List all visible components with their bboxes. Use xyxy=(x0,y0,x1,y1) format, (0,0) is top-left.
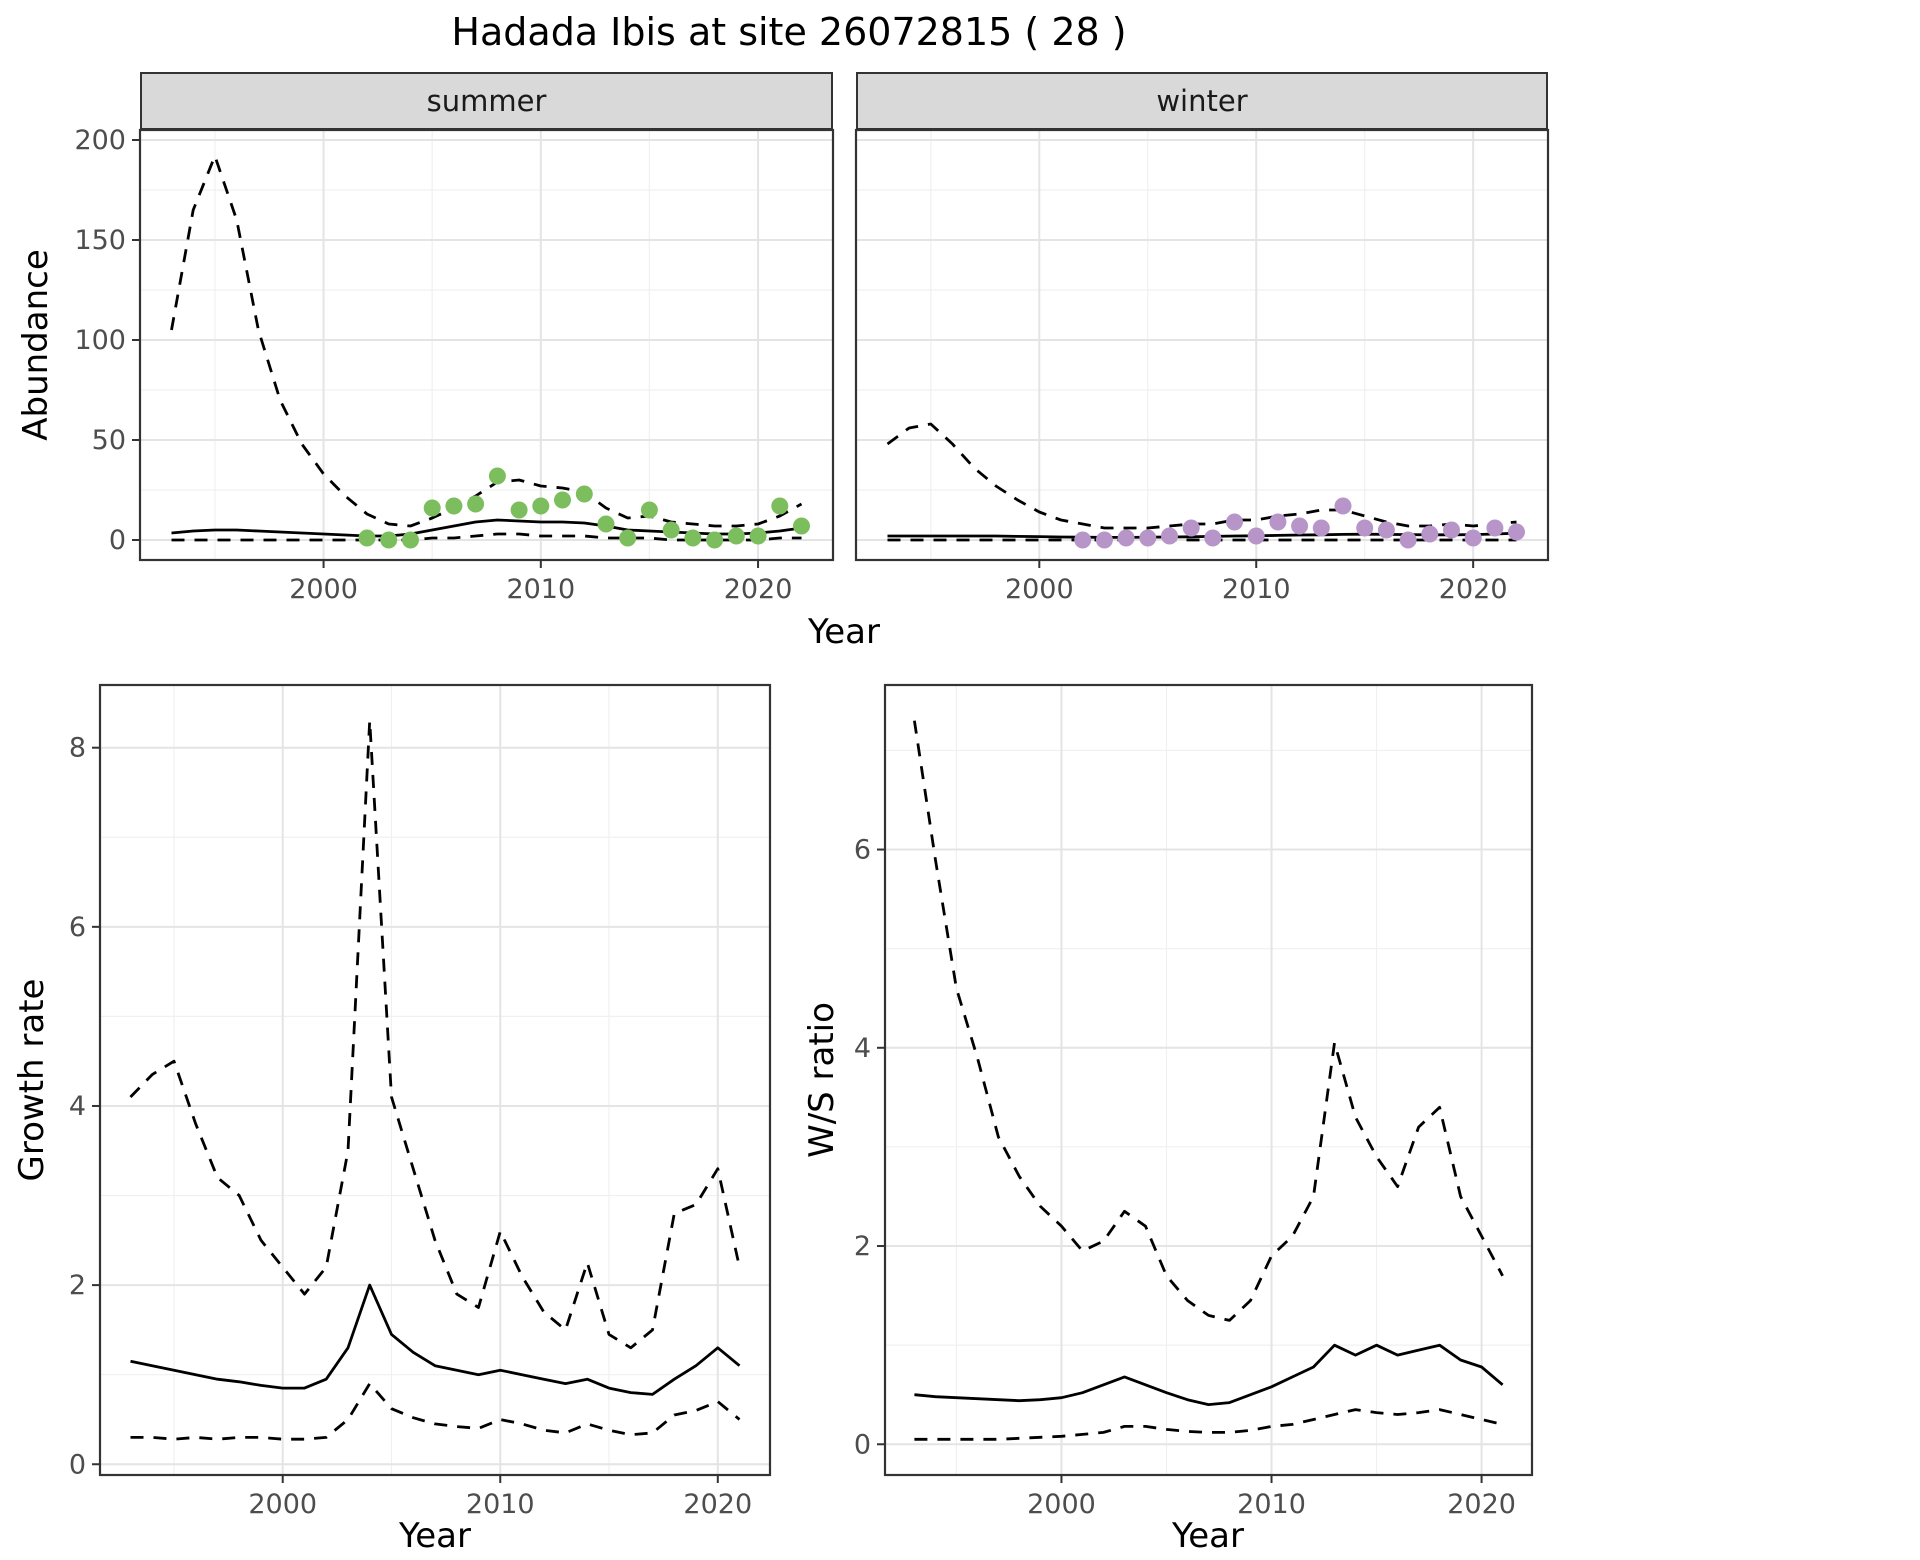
upper-ci-line xyxy=(170,154,803,528)
x-tick-label: 2000 xyxy=(1027,1489,1096,1520)
x-tick-label: 2010 xyxy=(506,574,575,605)
y-tick-label: 4 xyxy=(69,1091,86,1122)
observed-count-point xyxy=(1095,531,1113,549)
panel-background xyxy=(100,685,770,1475)
observed-count-point xyxy=(575,485,593,503)
observed-count-point xyxy=(358,529,376,547)
observed-count-point xyxy=(662,521,680,539)
growth-year-axis-label: Year xyxy=(399,1516,471,1556)
observed-count-point xyxy=(1074,531,1092,549)
observed-count-point xyxy=(554,491,571,509)
x-tick-label: 2000 xyxy=(248,1489,317,1520)
panel-border xyxy=(883,683,1534,1477)
observed-count-point xyxy=(402,531,419,549)
upper-ci-line xyxy=(913,720,1504,1322)
lower-ci-line xyxy=(914,1408,1503,1441)
x-tick-label: 2010 xyxy=(1222,574,1291,605)
y-tick-label: 6 xyxy=(854,835,871,866)
observed-count-point xyxy=(1182,519,1200,537)
observed-count-point xyxy=(793,517,810,535)
x-tick-label: 2020 xyxy=(1447,1489,1516,1520)
observed-count-point xyxy=(423,499,441,517)
ws-ratio-chart: 2000 2010 2020 0 2 4 6 xyxy=(854,683,1534,1520)
fitted-line xyxy=(130,1283,741,1396)
x-tick-label: 2000 xyxy=(1005,574,1074,605)
observed-count-point xyxy=(771,497,789,515)
y-tick-label: 50 xyxy=(92,425,126,456)
y-tick-label: 4 xyxy=(854,1033,871,1064)
observed-count-point xyxy=(467,495,485,513)
lower-ci-line xyxy=(130,1382,741,1441)
observed-count-point xyxy=(619,529,637,547)
abundance-winter-chart: 2000 2010 2020 xyxy=(854,128,1550,605)
observed-count-point xyxy=(510,501,528,519)
observed-count-point xyxy=(1464,529,1482,547)
observed-count-point xyxy=(1356,519,1374,537)
abundance-axis-label: Abundance xyxy=(16,249,56,441)
observed-count-point xyxy=(1399,531,1417,549)
y-tick-label: 2 xyxy=(69,1270,86,1301)
observed-count-point xyxy=(1312,519,1330,537)
abundance-summer-chart: 2000 2010 2020 0 50 100 150 200 xyxy=(74,125,835,605)
facet-strip-winter: winter xyxy=(856,72,1548,130)
y-tick-label: 200 xyxy=(74,125,126,156)
observed-count-point xyxy=(1334,497,1352,515)
y-tick-label: 150 xyxy=(74,225,126,256)
ws-year-axis-label: Year xyxy=(1172,1516,1244,1556)
observed-count-point xyxy=(684,529,702,547)
observed-count-point xyxy=(1269,513,1287,531)
observed-count-point xyxy=(1508,523,1525,541)
observed-count-point xyxy=(380,531,398,549)
observed-count-point xyxy=(1161,527,1178,545)
observed-count-point xyxy=(1247,527,1265,545)
observed-count-point xyxy=(488,467,506,485)
panel-background xyxy=(885,685,1532,1475)
x-tick-label: 2020 xyxy=(1439,574,1508,605)
observed-count-point xyxy=(1139,529,1157,547)
observed-count-point xyxy=(1204,529,1222,547)
panel-border xyxy=(138,128,835,562)
lower-ci-line xyxy=(171,532,802,542)
observed-count-point xyxy=(1291,517,1309,535)
observed-count-point xyxy=(640,501,658,519)
x-tick-label: 2020 xyxy=(724,574,793,605)
y-tick-label: 0 xyxy=(109,525,126,556)
growth-rate-chart: 2000 2010 2020 0 2 4 6 8 xyxy=(69,683,772,1520)
y-tick-label: 100 xyxy=(74,325,126,356)
x-tick-label: 2000 xyxy=(289,574,358,605)
y-tick-label: 0 xyxy=(69,1449,86,1480)
y-tick-label: 0 xyxy=(854,1429,871,1460)
fitted-line xyxy=(914,1343,1504,1406)
observed-count-point xyxy=(727,527,745,545)
observed-count-point xyxy=(1117,529,1135,547)
y-tick-label: 6 xyxy=(69,912,86,943)
upper-ci-line xyxy=(886,422,1517,530)
panel-background xyxy=(140,130,833,560)
upper-ci-line xyxy=(129,719,741,1350)
observed-count-point xyxy=(532,497,550,515)
top-year-axis-label: Year xyxy=(808,612,880,652)
observed-count-point xyxy=(1377,521,1395,539)
panel-border xyxy=(854,128,1550,562)
observed-count-point xyxy=(706,531,724,549)
observed-count-point xyxy=(1421,525,1439,543)
facet-strip-summer: summer xyxy=(140,72,833,130)
x-tick-label: 2020 xyxy=(683,1489,752,1520)
y-tick-label: 8 xyxy=(69,733,86,764)
chart-title: Hadada Ibis at site 26072815 ( 28 ) xyxy=(451,10,1127,54)
panel-border xyxy=(98,683,772,1477)
observed-count-point xyxy=(749,527,767,545)
y-tick-label: 2 xyxy=(854,1231,871,1262)
facet-strip-summer-label: summer xyxy=(426,84,547,118)
observed-count-point xyxy=(445,497,463,515)
facet-strip-winter-label: winter xyxy=(1156,84,1248,118)
observed-count-point xyxy=(597,515,615,533)
x-tick-label: 2010 xyxy=(466,1489,535,1520)
observed-count-point xyxy=(1443,521,1460,539)
observed-count-point xyxy=(1486,519,1504,537)
observed-count-point xyxy=(1226,513,1243,531)
panel-background xyxy=(856,130,1548,560)
x-tick-label: 2010 xyxy=(1237,1489,1306,1520)
